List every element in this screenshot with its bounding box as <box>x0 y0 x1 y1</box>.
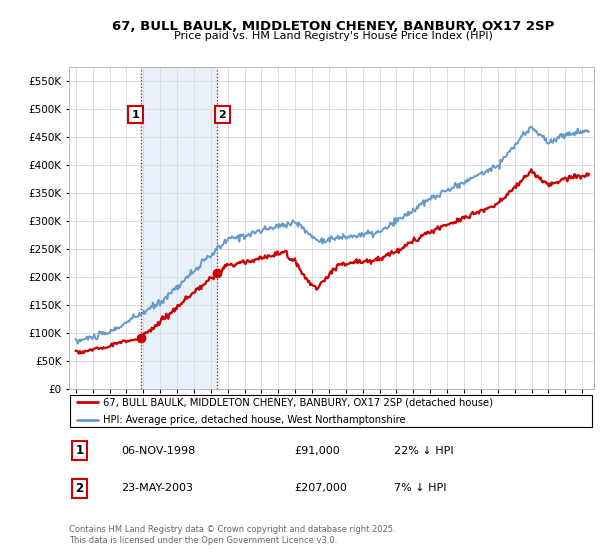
Text: 06-NOV-1998: 06-NOV-1998 <box>121 446 196 456</box>
Text: 7% ↓ HPI: 7% ↓ HPI <box>395 483 447 493</box>
Text: £91,000: £91,000 <box>295 446 341 456</box>
Text: 1: 1 <box>76 444 83 457</box>
Text: 2: 2 <box>218 110 226 120</box>
Text: 1: 1 <box>132 110 140 120</box>
FancyBboxPatch shape <box>70 395 592 427</box>
Text: HPI: Average price, detached house, West Northamptonshire: HPI: Average price, detached house, West… <box>103 415 406 424</box>
Text: Price paid vs. HM Land Registry's House Price Index (HPI): Price paid vs. HM Land Registry's House … <box>173 31 493 41</box>
Text: 67, BULL BAULK, MIDDLETON CHENEY, BANBURY, OX17 2SP: 67, BULL BAULK, MIDDLETON CHENEY, BANBUR… <box>112 20 554 32</box>
Text: 23-MAY-2003: 23-MAY-2003 <box>121 483 193 493</box>
Text: £207,000: £207,000 <box>295 483 347 493</box>
Text: 67, BULL BAULK, MIDDLETON CHENEY, BANBURY, OX17 2SP (detached house): 67, BULL BAULK, MIDDLETON CHENEY, BANBUR… <box>103 398 493 407</box>
Text: Contains HM Land Registry data © Crown copyright and database right 2025.
This d: Contains HM Land Registry data © Crown c… <box>69 525 395 545</box>
Text: 22% ↓ HPI: 22% ↓ HPI <box>395 446 454 456</box>
Bar <box>141 67 217 389</box>
Text: 2: 2 <box>76 482 83 495</box>
